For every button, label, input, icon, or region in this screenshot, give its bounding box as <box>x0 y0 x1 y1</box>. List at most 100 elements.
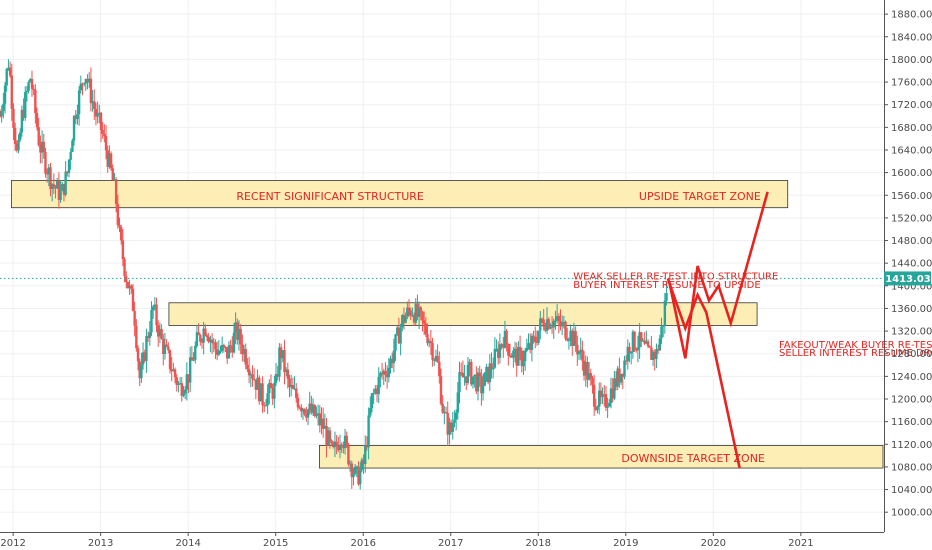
candle-body <box>29 79 32 83</box>
annotation-text: RECENT SIGNIFICANT STRUCTURE <box>236 190 424 203</box>
candle-body <box>153 304 157 307</box>
time-axis[interactable]: 2012 2013 2014 2015 2016 2017 2018 2019 2020 2021 <box>0 532 814 549</box>
candle-body <box>338 444 342 450</box>
y-tick-label: 1840.00 <box>891 32 932 43</box>
candle-body <box>436 356 439 362</box>
candle-body <box>45 173 49 175</box>
candle-body <box>608 403 611 407</box>
candle-body <box>283 350 286 373</box>
candle-body <box>475 374 478 392</box>
candle-body <box>461 372 465 378</box>
candle-body <box>505 330 508 345</box>
candle-body <box>402 315 406 323</box>
candle-body <box>377 376 380 395</box>
candle-body <box>491 367 495 370</box>
candle-body <box>210 339 214 343</box>
candle-body <box>643 340 646 344</box>
candle-body <box>61 184 64 191</box>
candle-body <box>604 394 608 408</box>
candle-body <box>27 82 30 91</box>
candle-body <box>426 334 429 344</box>
candle-body <box>72 115 76 141</box>
candle-body <box>81 83 84 85</box>
candle-body <box>421 311 424 321</box>
candle-body <box>581 349 584 361</box>
candle-body <box>345 435 348 445</box>
candle-body <box>438 361 441 377</box>
candle-body <box>126 281 130 289</box>
candle-body <box>453 419 456 423</box>
candle-body <box>520 350 523 367</box>
current-price-tag: 1413.03 <box>884 271 931 286</box>
candle-body <box>25 90 29 93</box>
candle-body <box>266 393 269 406</box>
candle-body <box>109 153 113 169</box>
candle-body <box>574 331 577 345</box>
candle-body <box>316 413 320 415</box>
candlestick-series <box>0 59 668 490</box>
candle-body <box>8 67 12 76</box>
candle-body <box>133 310 136 326</box>
candle-body <box>150 310 153 333</box>
candle-body <box>199 335 202 342</box>
candle-body <box>96 113 99 117</box>
candle-body <box>192 359 195 361</box>
price-axis[interactable]: 1880.00 1840.00 1800.00 1760.00 1720.00 1680.… <box>884 10 932 519</box>
candle-body <box>641 340 645 342</box>
candle-body <box>325 425 328 446</box>
candle-body <box>286 369 290 379</box>
candle-body <box>108 153 111 167</box>
candle-body <box>187 374 190 383</box>
candle-body <box>399 327 402 344</box>
y-tick-label: 1760.00 <box>891 78 932 89</box>
candle-body <box>510 355 513 358</box>
candle-body <box>172 369 175 372</box>
candle-body <box>143 352 146 361</box>
candle-body <box>308 403 311 410</box>
candle-body <box>468 361 471 366</box>
candle-body <box>128 285 131 289</box>
candle-body <box>298 407 301 409</box>
candle-body <box>170 369 173 372</box>
candle-body <box>470 361 473 385</box>
candle-body <box>355 466 359 468</box>
candle-body <box>587 373 591 380</box>
candle-body <box>37 127 40 146</box>
candle-body <box>284 369 288 373</box>
annotation-text: SELLER INTEREST RESUME DROP <box>779 348 932 359</box>
candle-body <box>490 363 493 370</box>
candle-body <box>497 348 500 358</box>
candle-body <box>606 406 609 408</box>
candle-body <box>310 403 313 413</box>
candle-body <box>121 240 125 260</box>
candle-body <box>582 360 586 376</box>
candle-body <box>328 430 332 441</box>
candle-body <box>385 374 389 378</box>
candle-body <box>564 321 567 339</box>
candle-body <box>318 413 322 426</box>
candle-body <box>151 306 155 311</box>
x-tick-label: 2017 <box>438 538 463 549</box>
candle-body <box>396 327 399 335</box>
candle-body <box>165 344 168 347</box>
projection-downside-path <box>666 278 741 469</box>
candle-body <box>311 404 315 413</box>
candle-body <box>394 334 397 351</box>
candle-body <box>360 459 364 471</box>
candle-body <box>591 377 594 385</box>
candle-body <box>79 83 82 91</box>
x-tick-label: 2015 <box>263 538 288 549</box>
candle-body <box>321 418 325 429</box>
candle-body <box>0 116 2 118</box>
candle-body <box>131 288 135 311</box>
candle-body <box>508 355 512 357</box>
candle-body <box>407 307 411 311</box>
candle-body <box>406 307 409 317</box>
y-tick-label: 1040.00 <box>891 485 932 496</box>
candle-body <box>601 394 604 398</box>
candle-body <box>431 342 434 360</box>
candle-body <box>2 103 5 111</box>
candle-body <box>545 319 549 331</box>
candle-body <box>74 115 77 120</box>
